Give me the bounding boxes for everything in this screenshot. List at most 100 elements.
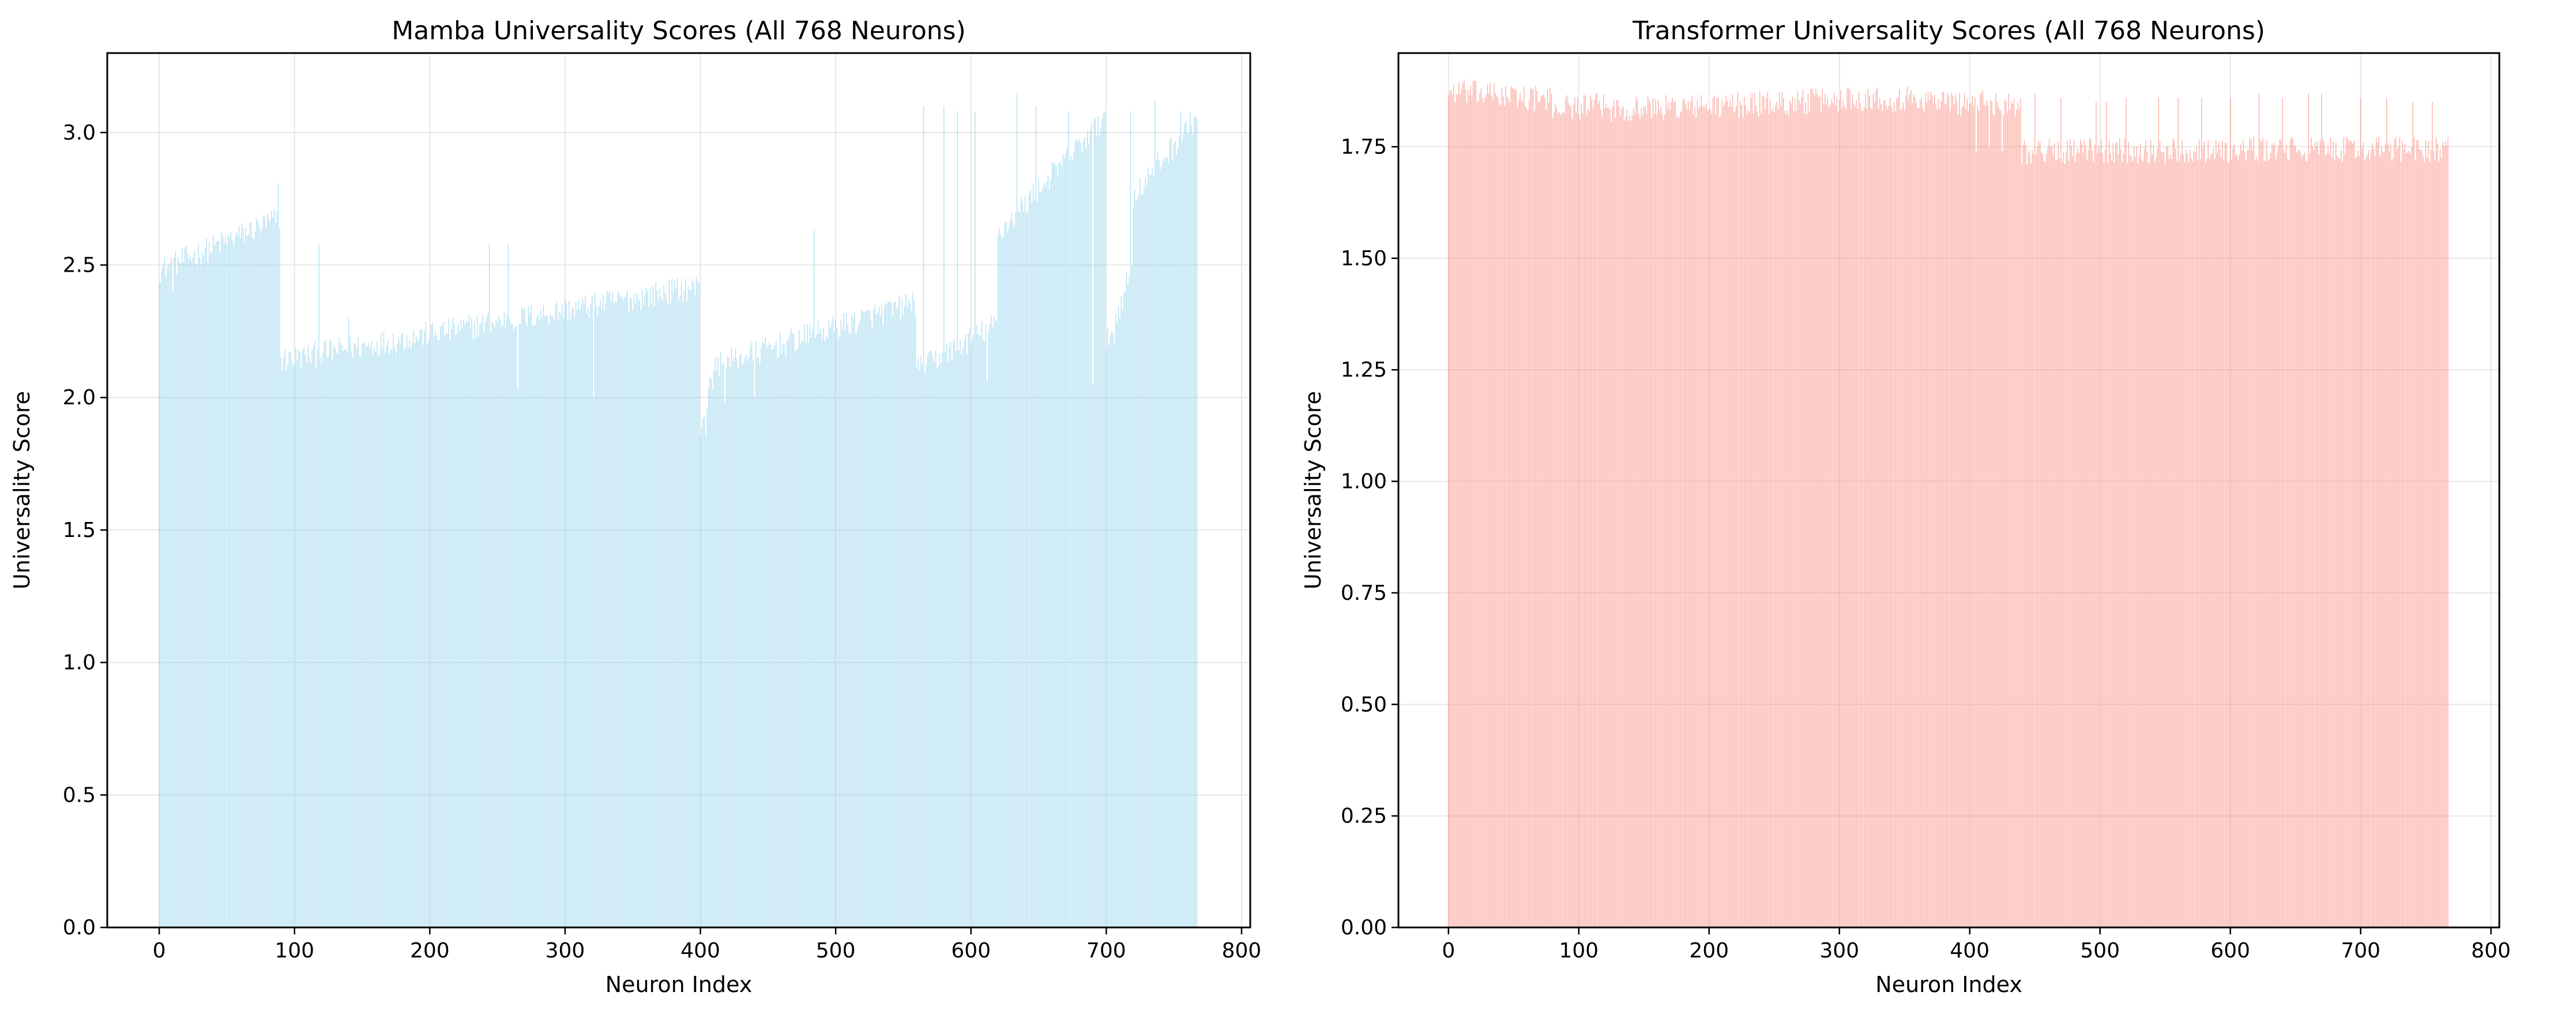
bar [866,310,867,927]
bar [1101,118,1103,927]
bar [1184,123,1186,928]
bar [913,300,915,927]
bar [1486,94,1487,928]
bar [886,304,888,927]
y-tick-label: 2.5 [63,254,96,277]
bar [1100,128,1101,927]
bar [1176,154,1178,927]
bar [2385,144,2386,927]
bar [2327,145,2329,928]
bar [1822,89,1823,927]
x-tick-label: 600 [951,939,991,963]
bar [2059,158,2060,928]
bar [283,358,284,927]
bar [2338,158,2339,927]
bar [351,351,352,927]
bar [697,280,698,928]
bar [1601,117,1603,928]
bar [949,346,950,927]
bar [1715,114,1716,927]
bar [355,343,356,927]
bar [742,365,743,927]
bar [2377,142,2378,927]
bar [2178,97,2179,928]
bar [1539,102,1540,928]
bar [172,291,174,927]
bar [536,317,537,927]
bar [879,316,881,928]
bar [364,341,366,927]
bar [191,261,193,928]
bar [777,358,778,927]
bar [919,370,920,927]
bar [307,345,309,927]
bar [229,238,230,927]
bar [1076,139,1077,928]
bar [1462,83,1464,927]
bar [846,313,847,927]
bar [2085,145,2086,928]
bar [1598,104,1599,928]
y-tick-label: 0.75 [1341,581,1387,605]
bar [317,350,318,927]
bar [1627,121,1629,928]
bar [386,345,387,927]
bar [281,370,283,927]
x-tick-label: 600 [2210,939,2250,963]
bar [2058,142,2059,928]
bar [2136,146,2137,928]
bar [571,309,573,927]
bar [256,218,257,927]
bar [263,215,264,927]
bar [2361,149,2363,927]
bar [1972,95,1973,928]
bar [529,313,531,927]
bar [1578,114,1580,927]
bar [319,357,321,927]
bar [1045,185,1046,928]
bar [499,320,501,927]
bar [1168,162,1169,928]
bar [179,262,180,928]
bar [1815,89,1817,927]
bar [1788,115,1789,928]
bar [295,347,296,927]
bar [2383,152,2385,927]
bar [1878,108,1879,928]
bar [1876,87,1878,928]
bar [2417,139,2419,928]
bar [712,389,713,927]
bar [716,371,717,927]
bar [2437,144,2438,928]
bar [1125,292,1126,927]
bar [943,106,945,927]
bar [808,343,809,927]
bar [2229,97,2231,928]
y-tick-label: 0.5 [63,783,96,807]
bar [662,300,663,927]
x-tick-label: 800 [2471,939,2511,963]
bar [505,329,506,928]
bar [731,347,732,927]
bar [2030,163,2032,927]
y-ticks: 0.0 0.5 1.0 1.5 2.0 2.5 3.0 [63,121,107,940]
bar [1865,93,1866,928]
bar [1775,105,1776,927]
bar [1521,100,1522,928]
bar [510,323,512,927]
bar [1065,153,1066,927]
bar [1887,108,1888,927]
bar [871,329,873,928]
bar [539,320,540,928]
bar [467,322,468,927]
bar [1991,101,1992,928]
bar [586,313,588,927]
bar [1534,111,1535,927]
bar [2256,156,2257,928]
bar [2257,160,2258,927]
bar [1093,119,1095,927]
bar [233,245,234,928]
bar [1481,97,1483,927]
bar [746,354,747,927]
x-tick-label: 200 [1689,939,1729,963]
